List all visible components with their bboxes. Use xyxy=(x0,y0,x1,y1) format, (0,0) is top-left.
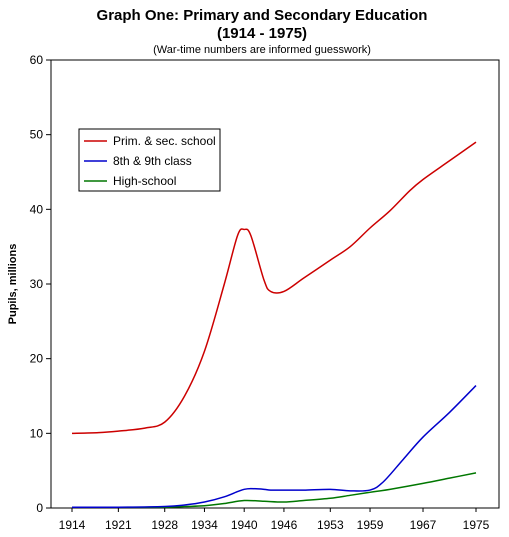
y-axis-label: Pupils, millions xyxy=(7,244,19,325)
chart-title-line1: Graph One: Primary and Secondary Educati… xyxy=(97,7,428,24)
series-line-8th-9th xyxy=(71,385,477,509)
y-tick-label: 40 xyxy=(30,202,44,216)
x-tick-label: 1921 xyxy=(105,518,132,532)
y-tick-label: 50 xyxy=(30,128,44,142)
legend: Prim. & sec. school 8th & 9th class High… xyxy=(78,128,221,192)
y-tick-label: 30 xyxy=(30,277,44,291)
y-axis-ticks: 0 10 20 30 40 50 60 xyxy=(30,53,51,515)
y-tick-label: 60 xyxy=(30,53,44,67)
x-tick-label: 1967 xyxy=(410,518,437,532)
x-axis-ticks: 1914 1921 1928 1934 1940 1946 1953 1959 1967 1975 xyxy=(59,508,490,532)
series-lines xyxy=(71,141,477,509)
x-tick-label: 1928 xyxy=(151,518,178,532)
plot-area xyxy=(50,59,500,509)
series-line-prim-sec xyxy=(71,141,477,435)
legend-label-prim-sec: Prim. & sec. school xyxy=(113,134,216,148)
series-line-high-school xyxy=(72,472,477,509)
x-tick-label: 1953 xyxy=(317,518,344,532)
x-tick-label: 1934 xyxy=(191,518,218,532)
y-tick-label: 20 xyxy=(30,352,44,366)
x-tick-label: 1946 xyxy=(271,518,298,532)
legend-label-8th-9th: 8th & 9th class xyxy=(113,154,192,168)
x-tick-label: 1940 xyxy=(231,518,258,532)
legend-label-high-school: High-school xyxy=(113,174,176,188)
x-tick-label: 1914 xyxy=(59,518,86,532)
y-tick-label: 10 xyxy=(30,426,44,440)
x-tick-label: 1975 xyxy=(463,518,490,532)
x-tick-label: 1959 xyxy=(357,518,384,532)
chart-subtitle: (War-time numbers are informed guesswork… xyxy=(153,44,371,56)
chart-title-line2: (1914 - 1975) xyxy=(217,25,307,42)
y-tick-label: 0 xyxy=(36,501,43,515)
